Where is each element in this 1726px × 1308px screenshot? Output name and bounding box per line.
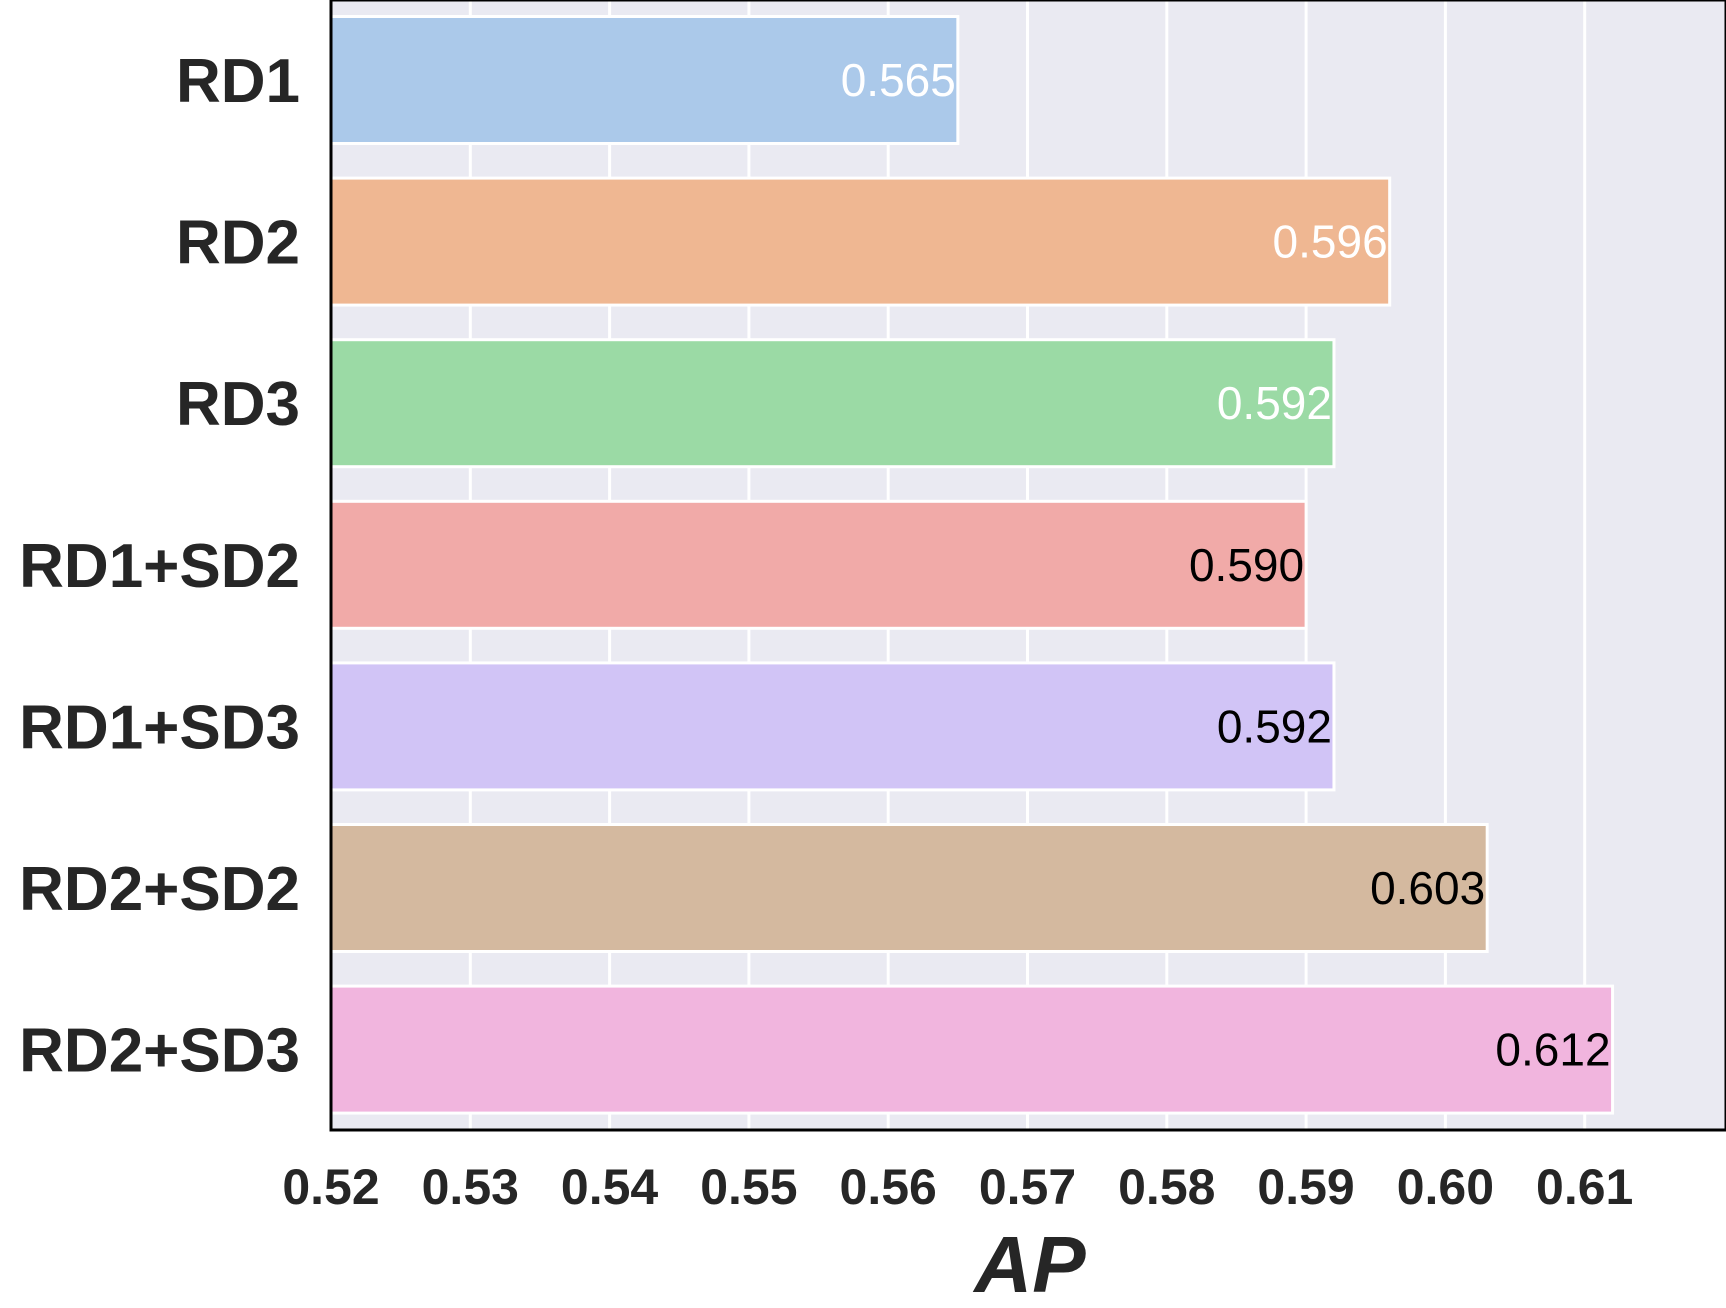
x-tick-label: 0.58	[1118, 1159, 1215, 1215]
y-tick-label: RD2	[176, 209, 300, 278]
x-tick-label: 0.60	[1397, 1159, 1494, 1215]
y-tick-labels: RD1 RD2 RD3 RD1+SD2 RD1+SD3 RD2+SD2 RD2+SD3	[19, 47, 300, 1086]
bar-value-labels: 0.565 0.596 0.592 0.590 0.592 0.603 0.612	[841, 54, 1611, 1076]
bar	[329, 338, 1336, 469]
bar	[329, 823, 1489, 953]
bar-value-label: 0.590	[1189, 539, 1304, 591]
x-tick-label: 0.59	[1257, 1159, 1354, 1215]
bar	[329, 661, 1336, 792]
y-tick-label: RD1+SD3	[19, 693, 300, 762]
x-tick-label: 0.57	[979, 1159, 1076, 1215]
x-tick-label: 0.52	[282, 1159, 379, 1215]
bars	[329, 15, 1615, 1115]
y-tick-label: RD2+SD2	[19, 855, 300, 924]
y-tick-label: RD3	[176, 370, 300, 439]
bar-value-label: 0.596	[1273, 216, 1388, 268]
bar	[329, 176, 1392, 307]
x-tick-label: 0.56	[840, 1159, 937, 1215]
y-tick-label: RD1+SD2	[19, 532, 300, 601]
bar-value-label: 0.603	[1370, 862, 1485, 914]
x-tick-label: 0.61	[1536, 1159, 1633, 1215]
bar-value-label: 0.592	[1217, 377, 1332, 429]
bar-value-label: 0.592	[1217, 700, 1332, 752]
bar	[329, 984, 1615, 1115]
x-tick-label: 0.53	[422, 1159, 519, 1215]
plot-frame	[329, 0, 1726, 1132]
bar-value-label: 0.612	[1495, 1024, 1610, 1076]
y-tick-label: RD1	[176, 47, 300, 116]
bar	[329, 499, 1308, 630]
y-tick-label: RD2+SD3	[19, 1017, 300, 1086]
bar-value-label: 0.565	[841, 54, 956, 106]
bar	[329, 15, 960, 145]
x-axis-title: AP	[972, 1220, 1086, 1308]
x-tick-label: 0.55	[700, 1159, 797, 1215]
x-tick-labels: 0.52 0.53 0.54 0.55 0.56 0.57 0.58 0.59 0.60 0.61	[282, 1159, 1633, 1215]
x-tick-label: 0.54	[561, 1159, 659, 1215]
